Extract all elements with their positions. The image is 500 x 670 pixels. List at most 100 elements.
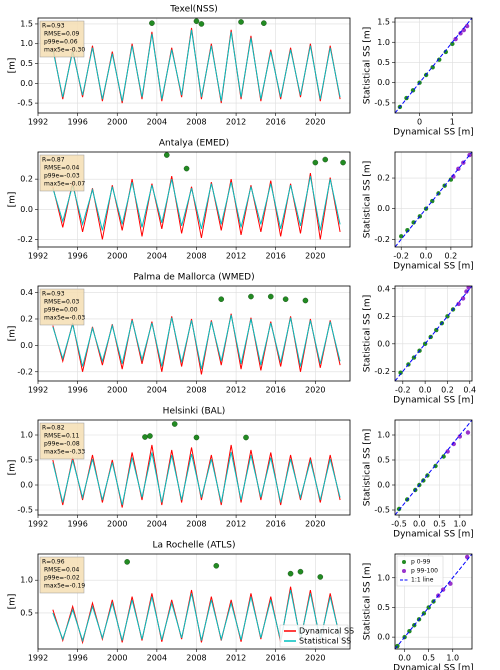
scatter-point [464,23,470,29]
scatter-point [411,220,416,225]
x-axis-label: Dynamical SS [m] [393,664,474,670]
x-tick-label: 2016 [266,386,286,395]
x-tick-label: 2020 [305,520,325,529]
x-tick-label: -0.2 [395,386,411,395]
peak-point [213,562,220,569]
stats-text: max5e=-0.19 [44,583,85,590]
legend-label: 1:1 line [411,577,434,584]
x-tick-label: 2016 [266,252,286,261]
y-tick-label: -0.2 [17,367,33,376]
y-tick-label: -0.2 [374,367,390,376]
y-tick-label: -0.5 [374,98,390,107]
stats-box [39,556,85,594]
y-tick-label: 0.4 [377,284,390,293]
x-tick-label: 2004 [147,654,167,663]
x-tick-label: 2004 [147,386,167,395]
panel: Texel(NSS) -0.5 0.0 0.5 1.0 1.5 1992 1996 2000 20… [8,5,351,127]
x-tick-label: 1 [450,118,455,127]
peak-point [317,574,324,580]
panel: La Rochelle (ATLS) 0.5 1.0 1992 1996 2000 2004… [8,541,355,663]
stats-box [39,20,85,58]
plot-frame [394,285,473,382]
y-tick-label: 0.2 [20,175,33,184]
plot-frame [394,553,473,650]
stats-text: R=0.96 [42,559,65,566]
legend-label: Dynamical SS [299,627,354,636]
x-tick-label: 1996 [67,520,87,529]
peak-point [297,568,304,575]
scatter-point [457,434,463,439]
scatter-point [443,49,448,55]
y-tick-label: 0.5 [377,456,390,465]
x-tick-label: 1996 [67,654,87,663]
y-tick-label: 0.2 [20,314,33,323]
x-tick-label: 1.0 [446,654,459,663]
plot-area [52,313,341,375]
plot-frame [394,17,473,114]
peak-point [282,296,289,302]
legend-box [279,624,349,648]
legend-swatch [402,569,406,573]
plot-area [52,444,341,508]
identity-line [395,554,472,649]
scatter-point [445,449,450,454]
scatter-point [450,41,455,47]
peak-point [142,434,148,440]
x-tick-label: 0.2 [441,386,454,395]
y-axis-label: [m] [8,58,18,74]
x-axis-label: Dynamical SS [m] [393,396,474,406]
y-tick-label: 0.0 [377,78,390,87]
stats-text: p99e=-0.03 [44,173,80,180]
y-tick-label: 0.5 [377,603,390,612]
panel: Helsinki (BAL) -0.5 0.0 0.5 1.0 1992 1996 2000 2… [8,407,351,529]
x-tick-label: 0.0 [413,520,426,529]
y-tick-label: 0.0 [20,341,33,350]
x-tick-label: 2012 [226,654,246,663]
stats-text: R=0.93 [42,23,65,30]
panel: 0.0 0.5 1.0 0.0 0.5 1.0 Statistical SS [m] Dyna… [363,553,474,670]
y-tick-label: 0.5 [20,608,33,617]
x-tick-label: 2016 [266,654,286,663]
x-tick-label: 2000 [107,654,127,663]
peak-point [238,19,244,25]
plot-area [52,586,341,645]
stats-text: max5e=-0.30 [44,47,85,54]
x-tick-label: 2008 [186,654,206,663]
peak-point [193,434,200,441]
x-tick-label: 0.0 [420,252,433,261]
x-tick-label: 1992 [28,252,48,261]
identity-line [395,152,472,247]
legend-label: Statistical SS [299,637,351,646]
x-tick-label: 0 [417,118,422,127]
peak-point [163,152,170,158]
scatter-point [453,36,458,42]
plot-area [395,554,472,649]
x-tick-label: 2000 [107,520,127,529]
x-tick-label: -0.5 [391,520,407,529]
scatter-point [451,174,456,179]
panel: -0.5 0.0 0.5 1.0 1.5 0 1 Statistical SS [m] Dyna… [363,18,474,138]
y-tick-label: 0.0 [377,481,390,490]
y-tick-label: 0.0 [20,205,33,214]
stats-text: max5e=-0.03 [44,315,85,322]
peak-point [312,159,319,166]
legend-label: p 99-100 [411,568,438,575]
peak-point [193,18,200,24]
x-tick-label: 0.4 [463,386,476,395]
plot-frame [394,151,473,248]
x-tick-label: 2016 [266,520,286,529]
panel-title: Antalya (EMED) [159,139,229,149]
y-tick-label: 0.5 [377,58,390,67]
x-tick-label: -0.2 [393,252,409,261]
line-series [52,589,341,643]
y-axis-label: [m] [8,460,18,476]
x-tick-label: 0.5 [433,520,446,529]
y-tick-label: 1.0 [377,431,390,440]
x-tick-label: 2000 [107,252,127,261]
stats-box [39,422,85,460]
y-tick-label: 0.0 [377,339,390,348]
x-tick-label: 2008 [186,386,206,395]
panel: -0.2 0.0 0.2 -0.2 0.0 0.2 Statistical SS [m] Dy… [363,151,474,272]
x-tick-label: 0.0 [398,654,411,663]
y-axis-label: Statistical SS [m] [363,295,373,372]
